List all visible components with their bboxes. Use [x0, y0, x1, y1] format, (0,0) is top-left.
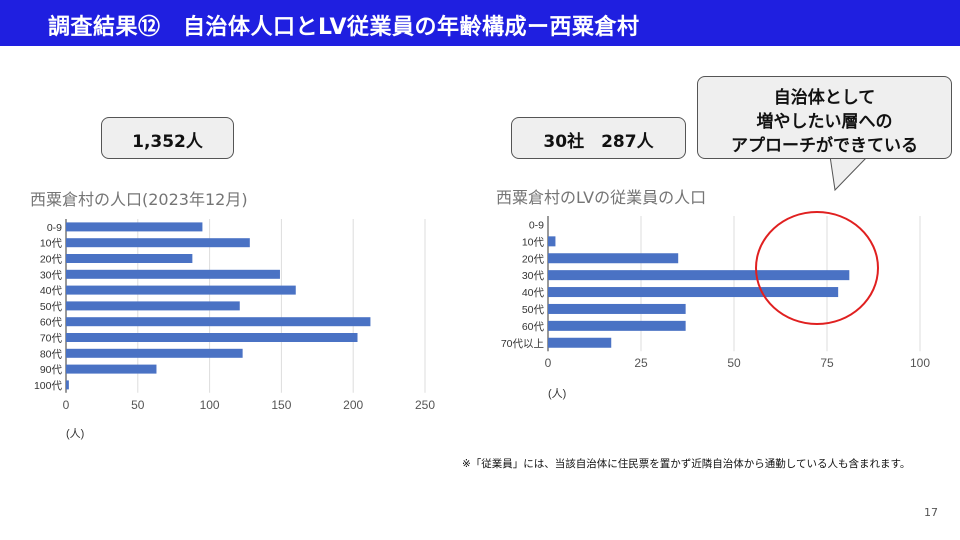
population-category-label: 30代: [40, 269, 63, 281]
lv-category-label: 0-9: [529, 219, 544, 231]
population-bar: [66, 333, 358, 342]
footnote: ※「従業員」には、当該自治体に住民票を置かず近隣自治体から通勤している人も含まれ…: [462, 458, 911, 470]
population-x-tick-label: 100: [200, 398, 220, 412]
population-category-label: 50代: [40, 301, 63, 313]
lv-x-tick-label: 100: [910, 356, 930, 370]
population-callout: 1,352人: [101, 117, 234, 159]
lv-bar: [548, 236, 556, 247]
population-category-label: 10代: [40, 238, 63, 250]
population-x-tick-label: 250: [415, 398, 435, 412]
lv-x-tick-label: 75: [820, 356, 834, 370]
population-category-label: 70代: [40, 333, 63, 345]
population-callout-text: 1,352人: [132, 132, 203, 152]
lv-bar: [548, 303, 686, 314]
lv-x-tick-label: 50: [727, 356, 741, 370]
lv-bar: [548, 270, 850, 281]
population-x-tick-label: 200: [343, 398, 363, 412]
population-x-tick-label: 0: [63, 398, 70, 412]
population-category-label: 80代: [40, 348, 63, 360]
population-chart: 0 50 100 150 200 250 0-9 10代 20代 30代 40代 50代 60代 70代 8…: [34, 219, 435, 440]
page-title: 調査結果⑫ 自治体人口とLV従業員の年齢構成ー西粟倉村: [48, 15, 640, 40]
population-category-label: 60代: [40, 317, 63, 329]
approach-callout: 自治体として 増やしたい層への アプローチができている: [697, 76, 952, 159]
lv-x-tick-label: 25: [634, 356, 648, 370]
population-category-label: 40代: [40, 285, 63, 297]
lv-x-axis-label: (人): [548, 387, 566, 400]
population-bar: [66, 364, 157, 374]
lv-category-label: 10代: [522, 236, 545, 248]
population-bar: [66, 348, 243, 358]
lv-count-callout-text: 30社 287人: [543, 132, 654, 152]
lv-count-callout: 30社 287人: [511, 117, 686, 159]
population-x-axis-label: (人): [66, 427, 84, 440]
header-bar: 調査結果⑫ 自治体人口とLV従業員の年齢構成ー西粟倉村: [0, 0, 960, 46]
population-x-tick-label: 50: [131, 398, 145, 412]
population-bar: [66, 254, 193, 263]
approach-line-2: 増やしたい層への: [756, 112, 893, 132]
population-bar: [66, 269, 280, 279]
population-category-label: 90代: [40, 364, 63, 376]
lv-category-label: 40代: [522, 287, 545, 299]
population-bar: [66, 301, 240, 311]
population-chart-title: 西粟倉村の人口(2023年12月): [30, 190, 248, 209]
page-number: 17: [924, 506, 938, 519]
lv-category-label: 50代: [522, 304, 545, 316]
lv-category-label: 20代: [522, 253, 545, 265]
population-bar: [66, 285, 296, 295]
population-x-tick-label: 150: [271, 398, 291, 412]
lv-bar: [548, 287, 839, 298]
lv-x-tick-label: 0: [545, 356, 552, 370]
lv-employee-chart: 0 25 50 75 100 0-9 10代 20代 30代 40代 50代 60代 70代以上 (人): [501, 216, 930, 400]
population-category-label: 0-9: [47, 222, 62, 234]
approach-line-1: 自治体として: [773, 88, 876, 108]
approach-line-3: アプローチができている: [731, 136, 918, 156]
population-bar: [66, 380, 69, 390]
population-bar: [66, 317, 371, 327]
lv-bar: [548, 253, 679, 264]
lv-bar: [548, 337, 612, 348]
population-category-label: 100代: [34, 380, 63, 392]
lv-bar: [548, 320, 686, 331]
lv-category-label: 70代以上: [501, 338, 544, 350]
highlight-circle: [755, 211, 879, 325]
population-bar: [66, 238, 250, 248]
lv-category-label: 30代: [522, 270, 545, 282]
lv-chart-title: 西粟倉村のLVの従業員の人口: [496, 188, 707, 207]
population-bar: [66, 222, 203, 232]
lv-category-label: 60代: [522, 321, 545, 333]
population-category-label: 20代: [40, 254, 63, 266]
